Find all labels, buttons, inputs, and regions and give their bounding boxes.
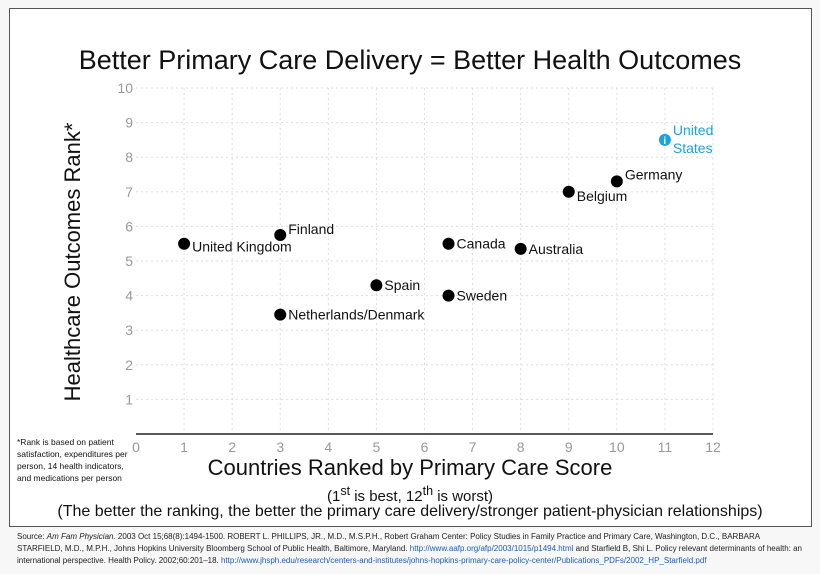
data-point [562, 185, 575, 198]
data-label: Spain [384, 277, 420, 293]
chart-title: Better Primary Care Delivery = Better He… [78, 45, 742, 75]
source-citation: Source: Am Fam Physician. 2003 Oct 15;68… [17, 532, 802, 565]
data-label: Belgium [577, 188, 628, 204]
x-axis-subtitle: (1st is best, 12th is worst) [326, 484, 494, 505]
x-tick-label: 5 [373, 439, 381, 455]
data-point [274, 308, 287, 321]
x-tick-label: 7 [469, 439, 477, 455]
x-tick-label: 3 [276, 439, 284, 455]
y-axis-label: Healthcare Outcomes Rank* [60, 122, 85, 402]
y-tick-label: 5 [125, 253, 133, 269]
data-label: Germany [625, 166, 683, 182]
x-tick-label: 10 [609, 439, 625, 455]
y-tick-label: 7 [125, 184, 133, 200]
x-tick-label: 0 [132, 439, 140, 455]
data-label: Sweden [457, 288, 508, 304]
x-tick-label: 8 [517, 439, 525, 455]
y-tick-label: 6 [125, 218, 133, 234]
footnote: *Rank is based on patient satisfaction, … [17, 437, 128, 483]
y-tick-label: 1 [125, 391, 133, 407]
data-point [514, 242, 527, 255]
chart-note: (The better the ranking, the better the … [57, 503, 763, 520]
data-label: Finland [288, 221, 334, 237]
x-tick-label: 11 [658, 439, 673, 455]
data-point [178, 237, 191, 250]
x-tick-label: 12 [705, 439, 721, 455]
point-marker-glyph: i [663, 136, 666, 147]
x-tick-label: 1 [180, 439, 188, 455]
y-tick-label: 10 [117, 80, 133, 96]
x-tick-label: 6 [421, 439, 429, 455]
data-point [658, 133, 671, 146]
y-tick-label: 9 [125, 115, 133, 131]
data-label: Netherlands/Denmark [288, 307, 425, 323]
data-label: United [673, 122, 713, 138]
y-tick-label: 3 [125, 322, 133, 338]
data-label: Australia [529, 241, 584, 257]
data-label: Canada [457, 236, 506, 252]
y-tick-label: 2 [125, 357, 133, 373]
data-point [610, 175, 623, 188]
x-tick-label: 4 [324, 439, 332, 455]
source-link-jhsph[interactable]: http://www.jhsph.edu/research/centers-an… [220, 556, 707, 565]
data-point [370, 279, 383, 292]
x-axis-label: Countries Ranked by Primary Care Score [207, 455, 613, 480]
data-point [442, 289, 455, 302]
data-label: United Kingdom [192, 239, 292, 255]
y-tick-label: 4 [125, 288, 133, 304]
chart-frame [9, 8, 812, 527]
y-tick-label: 8 [125, 149, 133, 165]
x-tick-label: 2 [228, 439, 236, 455]
x-tick-label: 9 [565, 439, 573, 455]
data-point [442, 237, 455, 250]
source-link-aafp[interactable]: http://www.aafp.org/afp/2003/1015/p1494.… [409, 544, 574, 553]
data-point [274, 229, 287, 242]
data-label: States [673, 140, 713, 156]
